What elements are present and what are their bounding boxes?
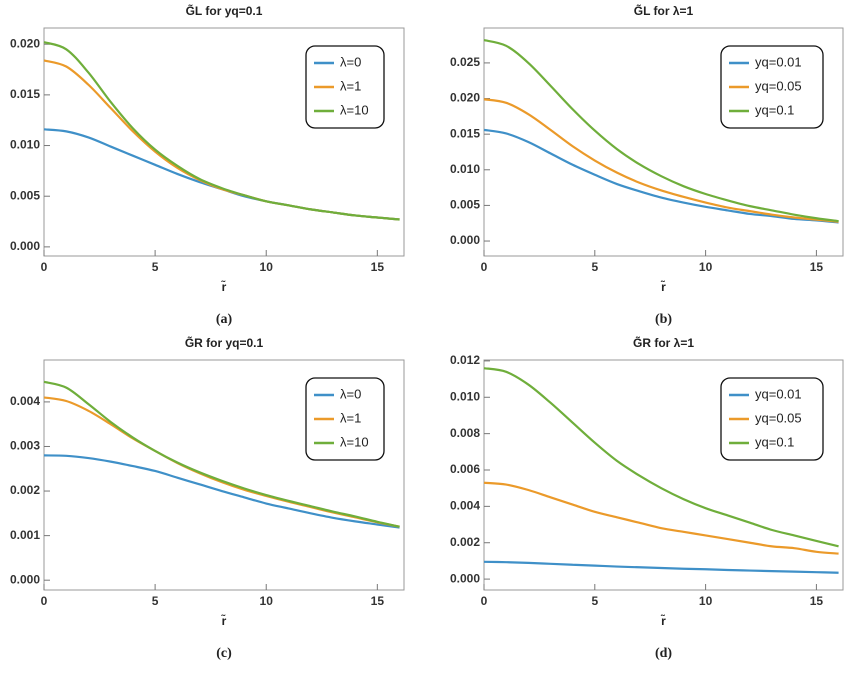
y-tick-label: 0.012 bbox=[450, 353, 480, 367]
y-tick-label: 0.020 bbox=[450, 91, 480, 105]
y-tick-label: 0.025 bbox=[450, 55, 480, 69]
caption: (a) bbox=[216, 312, 233, 327]
legend-label: yq=0.01 bbox=[755, 54, 802, 69]
y-tick-label: 0.003 bbox=[10, 439, 40, 453]
legend-box bbox=[305, 45, 385, 129]
series-line bbox=[483, 560, 839, 574]
y-tick-label: 0.000 bbox=[450, 571, 480, 585]
x-tick-label: 10 bbox=[699, 260, 713, 274]
y-tick-label: 0.005 bbox=[10, 188, 40, 202]
y-tick-label: 0.015 bbox=[10, 87, 40, 101]
x-tick-label: 10 bbox=[699, 594, 713, 608]
y-tick-label: 0.000 bbox=[10, 572, 40, 586]
y-tick-label: 0.000 bbox=[450, 233, 480, 247]
legend-label: yq=0.05 bbox=[755, 78, 802, 93]
legend-label: λ=0 bbox=[340, 54, 361, 69]
legend-label: yq=0.1 bbox=[755, 102, 794, 117]
legend-label: λ=1 bbox=[340, 78, 361, 93]
x-tick-label: 5 bbox=[152, 594, 159, 608]
x-axis-label: r̃ bbox=[221, 279, 227, 294]
y-tick-label: 0.010 bbox=[450, 162, 480, 176]
series-line bbox=[483, 128, 839, 224]
series-line bbox=[483, 481, 839, 555]
y-tick-label: 0.010 bbox=[450, 389, 480, 403]
y-tick-label: 0.002 bbox=[10, 483, 40, 497]
legend-label: λ=10 bbox=[340, 102, 369, 117]
x-tick-label: 0 bbox=[41, 594, 48, 608]
x-tick-label: 15 bbox=[371, 260, 385, 274]
legend-label: λ=0 bbox=[340, 386, 361, 401]
y-tick-label: 0.001 bbox=[10, 528, 40, 542]
x-tick-label: 5 bbox=[591, 594, 598, 608]
legend: yq=0.01 yq=0.05 yq=0.1 bbox=[720, 377, 824, 461]
plot-frame bbox=[483, 27, 844, 257]
legend-label: yq=0.01 bbox=[755, 386, 802, 401]
x-axis-label: r̃ bbox=[221, 613, 227, 628]
y-tick-label: 0.010 bbox=[10, 138, 40, 152]
x-axis-label: r̃ bbox=[660, 279, 666, 294]
y-tick-label: 0.006 bbox=[450, 462, 480, 476]
series-line bbox=[43, 41, 400, 221]
legend-box bbox=[305, 377, 385, 461]
chart-title: G̃R for yq=0.1 bbox=[185, 335, 264, 350]
y-tick-label: 0.005 bbox=[450, 198, 480, 212]
y-tick-label: 0.020 bbox=[10, 36, 40, 50]
x-tick-label: 0 bbox=[481, 594, 488, 608]
plot-frame bbox=[43, 27, 405, 257]
legend-label: λ=1 bbox=[340, 410, 361, 425]
series-line bbox=[483, 98, 839, 223]
x-tick-label: 15 bbox=[810, 594, 824, 608]
x-tick-label: 10 bbox=[260, 260, 274, 274]
legend: λ=0 λ=1 λ=10 bbox=[305, 377, 385, 461]
legend-box bbox=[720, 45, 824, 129]
y-tick-label: 0.008 bbox=[450, 426, 480, 440]
x-tick-label: 5 bbox=[591, 260, 598, 274]
caption: (b) bbox=[655, 312, 672, 327]
legend-label: yq=0.1 bbox=[755, 434, 794, 449]
caption: (d) bbox=[655, 646, 672, 661]
legend-label: λ=10 bbox=[340, 434, 369, 449]
series-line bbox=[43, 380, 400, 528]
y-tick-label: 0.004 bbox=[450, 499, 480, 513]
x-tick-label: 15 bbox=[810, 260, 824, 274]
legend: yq=0.01 yq=0.05 yq=0.1 bbox=[720, 45, 824, 129]
x-tick-label: 5 bbox=[152, 260, 159, 274]
plot-frame bbox=[483, 359, 844, 591]
series-line bbox=[43, 454, 400, 529]
x-axis-label: r̃ bbox=[660, 613, 666, 628]
caption: (c) bbox=[216, 646, 232, 661]
legend-label: yq=0.05 bbox=[755, 410, 802, 425]
x-tick-label: 0 bbox=[481, 260, 488, 274]
x-tick-label: 15 bbox=[371, 594, 385, 608]
legend-box bbox=[720, 377, 824, 461]
series-line bbox=[483, 39, 839, 223]
x-tick-label: 0 bbox=[41, 260, 48, 274]
chart-title: G̃R for λ=1 bbox=[633, 335, 694, 350]
chart-title: G̃L for λ=1 bbox=[634, 3, 694, 18]
series-line bbox=[483, 367, 839, 548]
chart-title: G̃L for yq=0.1 bbox=[186, 3, 263, 18]
y-tick-label: 0.002 bbox=[450, 535, 480, 549]
legend: λ=0 λ=1 λ=10 bbox=[305, 45, 385, 129]
y-tick-label: 0.004 bbox=[10, 394, 40, 408]
x-tick-label: 10 bbox=[260, 594, 274, 608]
y-tick-label: 0.000 bbox=[10, 239, 40, 253]
y-tick-label: 0.015 bbox=[450, 126, 480, 140]
series-line bbox=[43, 128, 400, 221]
plot-frame bbox=[43, 359, 405, 591]
